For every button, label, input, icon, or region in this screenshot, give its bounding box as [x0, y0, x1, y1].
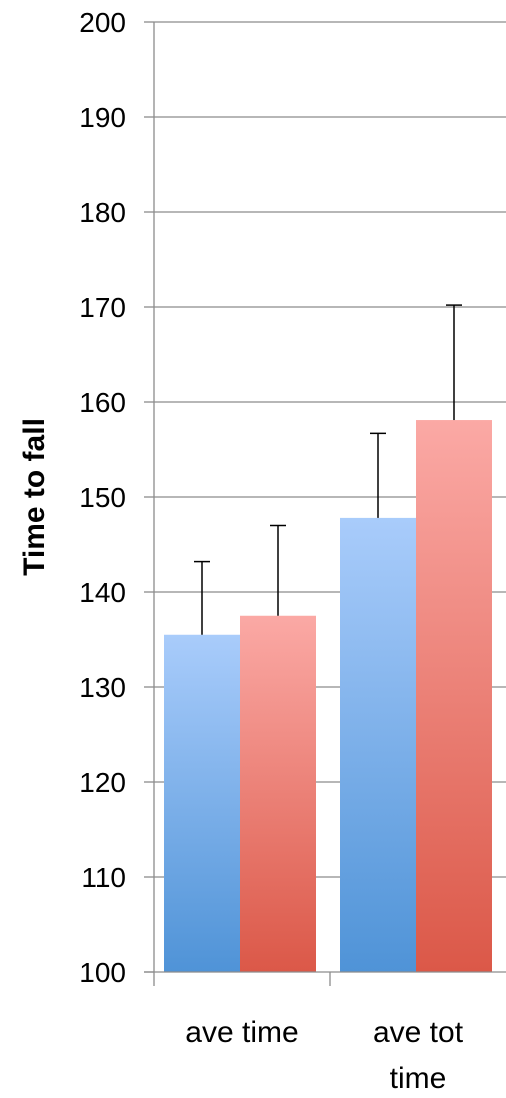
x-category-label: time	[390, 1062, 447, 1095]
bar-1-1	[164, 634, 240, 972]
y-tick-label: 180	[79, 197, 126, 228]
x-category-labels: ave time ave tot time	[185, 1016, 463, 1095]
y-tick-label: 190	[79, 102, 126, 133]
y-tick-labels: 100 110 120 130 140 150 160 170 180 190 200	[79, 7, 126, 988]
y-tick-label: 150	[79, 482, 126, 513]
y-tick-label: 100	[79, 957, 126, 988]
axes	[144, 22, 506, 986]
error-bars	[194, 304, 462, 635]
y-tick-label: 120	[79, 767, 126, 798]
y-axis-title: Time to fall	[18, 418, 51, 576]
y-tick-label: 170	[79, 292, 126, 323]
y-tick-label: 200	[79, 7, 126, 38]
bar-2-2	[416, 420, 492, 972]
x-category-label: ave tot	[373, 1016, 464, 1049]
y-tick-label: 110	[81, 862, 126, 893]
bar-2-1	[240, 615, 316, 972]
bars	[164, 420, 492, 972]
x-category-label: ave time	[185, 1016, 298, 1049]
y-tick-label: 160	[79, 387, 126, 418]
y-tick-label: 140	[79, 577, 126, 608]
bar-1-2	[340, 517, 416, 972]
y-tick-label: 130	[79, 672, 126, 703]
